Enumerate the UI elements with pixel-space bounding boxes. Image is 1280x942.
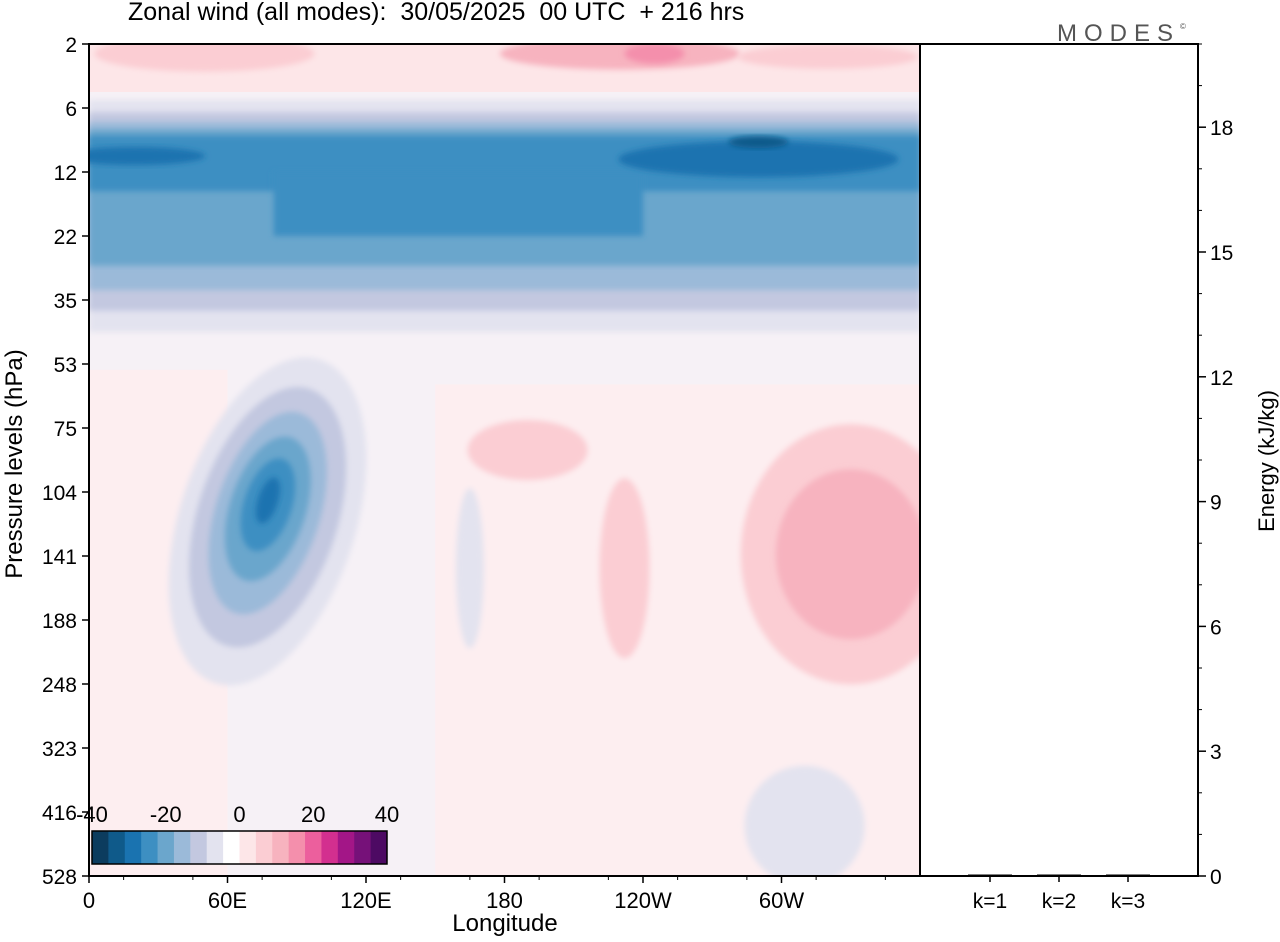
energy-tick-label: 12 <box>1210 367 1233 390</box>
x-tick-label: 60E <box>208 888 247 913</box>
easterly-patch <box>455 488 484 649</box>
x-tick-label: 60W <box>759 888 804 913</box>
upper-westerly-patch <box>499 44 740 70</box>
modes-logo: MODES© <box>1057 20 1186 48</box>
y-tick-label: 12 <box>54 162 77 185</box>
x-tick-label: 120W <box>614 888 672 913</box>
colorbar-swatch <box>239 831 257 864</box>
y-tick-label: 6 <box>65 98 77 121</box>
y-tick-label: 528 <box>42 866 77 889</box>
y-tick-label: 35 <box>54 290 77 313</box>
y-tick-label: 416 <box>42 802 77 825</box>
westerly-patch <box>599 478 650 659</box>
colorbar-swatch <box>272 831 290 864</box>
y-tick-label: 248 <box>42 674 77 697</box>
colorbar-tick-label: -40 <box>76 802 108 827</box>
easterly-band-extension <box>273 172 643 236</box>
logo-mark: © <box>1180 22 1186 31</box>
y-axis-label: Pressure levels (hPa) <box>1 349 28 579</box>
y-tick-label: 323 <box>42 738 77 761</box>
easterly-core-layer <box>255 477 281 524</box>
easterly-band-core <box>618 141 899 178</box>
colorbar-swatch <box>108 831 126 864</box>
easterly-patch <box>744 765 865 876</box>
colorbar-swatch <box>337 831 355 864</box>
y-tick-label: 188 <box>42 610 77 633</box>
y-tick-label: 53 <box>54 354 77 377</box>
colorbar-swatch <box>305 831 322 864</box>
westerly-patch <box>467 420 588 481</box>
easterly-band-max <box>728 136 789 149</box>
x-tick-label: 180 <box>486 888 523 913</box>
energy-category-label: k=2 <box>1042 890 1076 913</box>
colorbar-swatch <box>255 831 273 864</box>
x-tick-label: 0 <box>83 888 95 913</box>
energy-bar <box>1037 874 1081 876</box>
colorbar-tick-label: 20 <box>301 802 325 827</box>
energy-tick-label: 9 <box>1210 492 1222 515</box>
colorbar-tick-label: 0 <box>233 802 245 827</box>
energy-bar <box>968 874 1012 876</box>
colorbar-tick-label: -20 <box>150 802 182 827</box>
upper-westerly-patch <box>737 44 918 69</box>
y-tick-label: 75 <box>54 418 77 441</box>
y-tick-label: 22 <box>54 226 77 249</box>
energy-tick-label: 0 <box>1210 866 1222 889</box>
logo-text: MODES <box>1057 20 1181 47</box>
energy-tick-label: 3 <box>1210 741 1222 764</box>
colorbar-tick-label: 40 <box>375 802 399 827</box>
y-tick-label: 2 <box>65 34 77 57</box>
colorbar-swatch <box>354 831 372 864</box>
colorbar-swatch <box>173 831 191 864</box>
colorbar: -40 -20 0 20 40 <box>76 802 399 865</box>
upper-westerly-patch <box>94 44 315 72</box>
energy-tick-label: 18 <box>1210 117 1233 140</box>
colorbar-swatch <box>141 831 159 864</box>
energy-category-label: k=1 <box>973 890 1007 913</box>
energy-tick-label: 6 <box>1210 616 1222 639</box>
energy-tick-label: 15 <box>1210 242 1233 265</box>
x-axis-label: Longitude <box>452 910 558 937</box>
energy-panel-frame <box>919 43 1199 877</box>
colorbar-swatch <box>92 831 109 864</box>
y-tick-label: 141 <box>42 546 77 569</box>
westerly-region-core <box>775 469 920 640</box>
colorbar-swatch <box>124 831 142 864</box>
colorbar-swatch <box>206 831 224 864</box>
energy-category-label: k=3 <box>1111 890 1145 913</box>
wind-field <box>89 44 920 876</box>
energy-bars: 0 3 6 9 12 15 18 k=1 k=2 k=3 <box>968 43 1233 913</box>
y-tick-label: 104 <box>42 482 77 505</box>
axes: 2 6 12 22 35 53 75 104 141 188 248 323 416 528 0 60E 120… <box>42 34 886 913</box>
chart-title: Zonal wind (all modes): 30/05/2025 00 UT… <box>128 0 745 26</box>
colorbar-swatch <box>370 831 388 864</box>
colorbar-swatch <box>288 831 306 864</box>
colorbar-swatch <box>223 831 240 864</box>
energy-bar <box>1106 874 1150 876</box>
colorbar-swatch <box>157 831 175 864</box>
colorbar-frame <box>91 830 388 865</box>
colorbar-swatch <box>190 831 208 864</box>
upper-westerly-core <box>624 44 685 64</box>
energy-axis-label: Energy (kJ/kg) <box>1254 390 1279 532</box>
x-tick-label: 120E <box>340 888 391 913</box>
easterly-band-core <box>89 147 206 165</box>
colorbar-swatch <box>321 831 339 864</box>
